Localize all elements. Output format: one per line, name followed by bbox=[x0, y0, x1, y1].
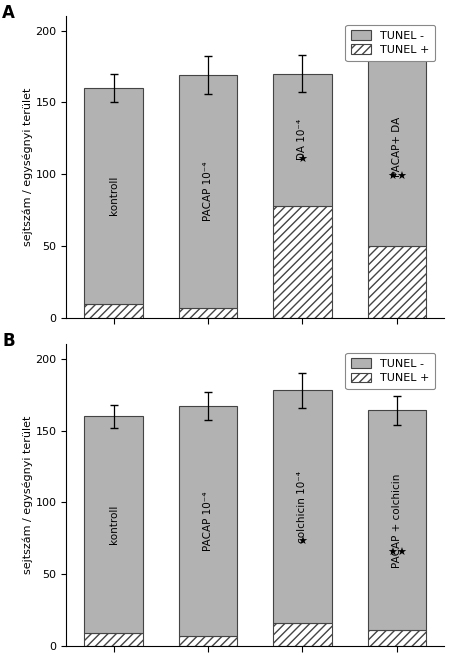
Text: ★★: ★★ bbox=[387, 548, 407, 558]
Text: ★: ★ bbox=[297, 155, 308, 165]
Legend: TUNEL -, TUNEL +: TUNEL -, TUNEL + bbox=[345, 353, 435, 389]
Text: ★★: ★★ bbox=[387, 172, 407, 182]
Text: ★: ★ bbox=[297, 536, 308, 546]
Legend: TUNEL -, TUNEL +: TUNEL -, TUNEL + bbox=[345, 25, 435, 61]
Bar bbox=[179, 75, 237, 308]
Bar bbox=[273, 390, 331, 623]
Text: kontroll: kontroll bbox=[109, 505, 119, 544]
Bar bbox=[273, 206, 331, 318]
Bar bbox=[179, 406, 237, 636]
Bar bbox=[273, 74, 331, 206]
Bar bbox=[273, 623, 331, 646]
Bar bbox=[368, 48, 426, 246]
Text: PACAP + colchicin: PACAP + colchicin bbox=[392, 473, 402, 567]
Text: A: A bbox=[2, 4, 15, 22]
Text: B: B bbox=[2, 332, 15, 350]
Bar bbox=[179, 636, 237, 646]
Y-axis label: sejtszám / egységnyi terület: sejtszám / egységnyi terület bbox=[22, 416, 33, 575]
Bar bbox=[84, 633, 143, 646]
Text: PACAP 10⁻⁴: PACAP 10⁻⁴ bbox=[203, 161, 213, 221]
Bar bbox=[84, 304, 143, 318]
Text: kontroll: kontroll bbox=[109, 176, 119, 215]
Bar bbox=[179, 308, 237, 318]
Bar bbox=[368, 246, 426, 318]
Bar bbox=[84, 416, 143, 633]
Bar bbox=[368, 630, 426, 646]
Text: PACAP+ DA: PACAP+ DA bbox=[392, 117, 402, 177]
Bar bbox=[368, 411, 426, 630]
Text: PACAP 10⁻⁴: PACAP 10⁻⁴ bbox=[203, 492, 213, 551]
Y-axis label: sejtszám / egységnyi terület: sejtszám / egységnyi terület bbox=[22, 88, 33, 246]
Text: DA 10⁻⁴: DA 10⁻⁴ bbox=[297, 119, 308, 160]
Text: colchicin 10⁻⁴: colchicin 10⁻⁴ bbox=[297, 471, 308, 542]
Bar bbox=[84, 88, 143, 304]
